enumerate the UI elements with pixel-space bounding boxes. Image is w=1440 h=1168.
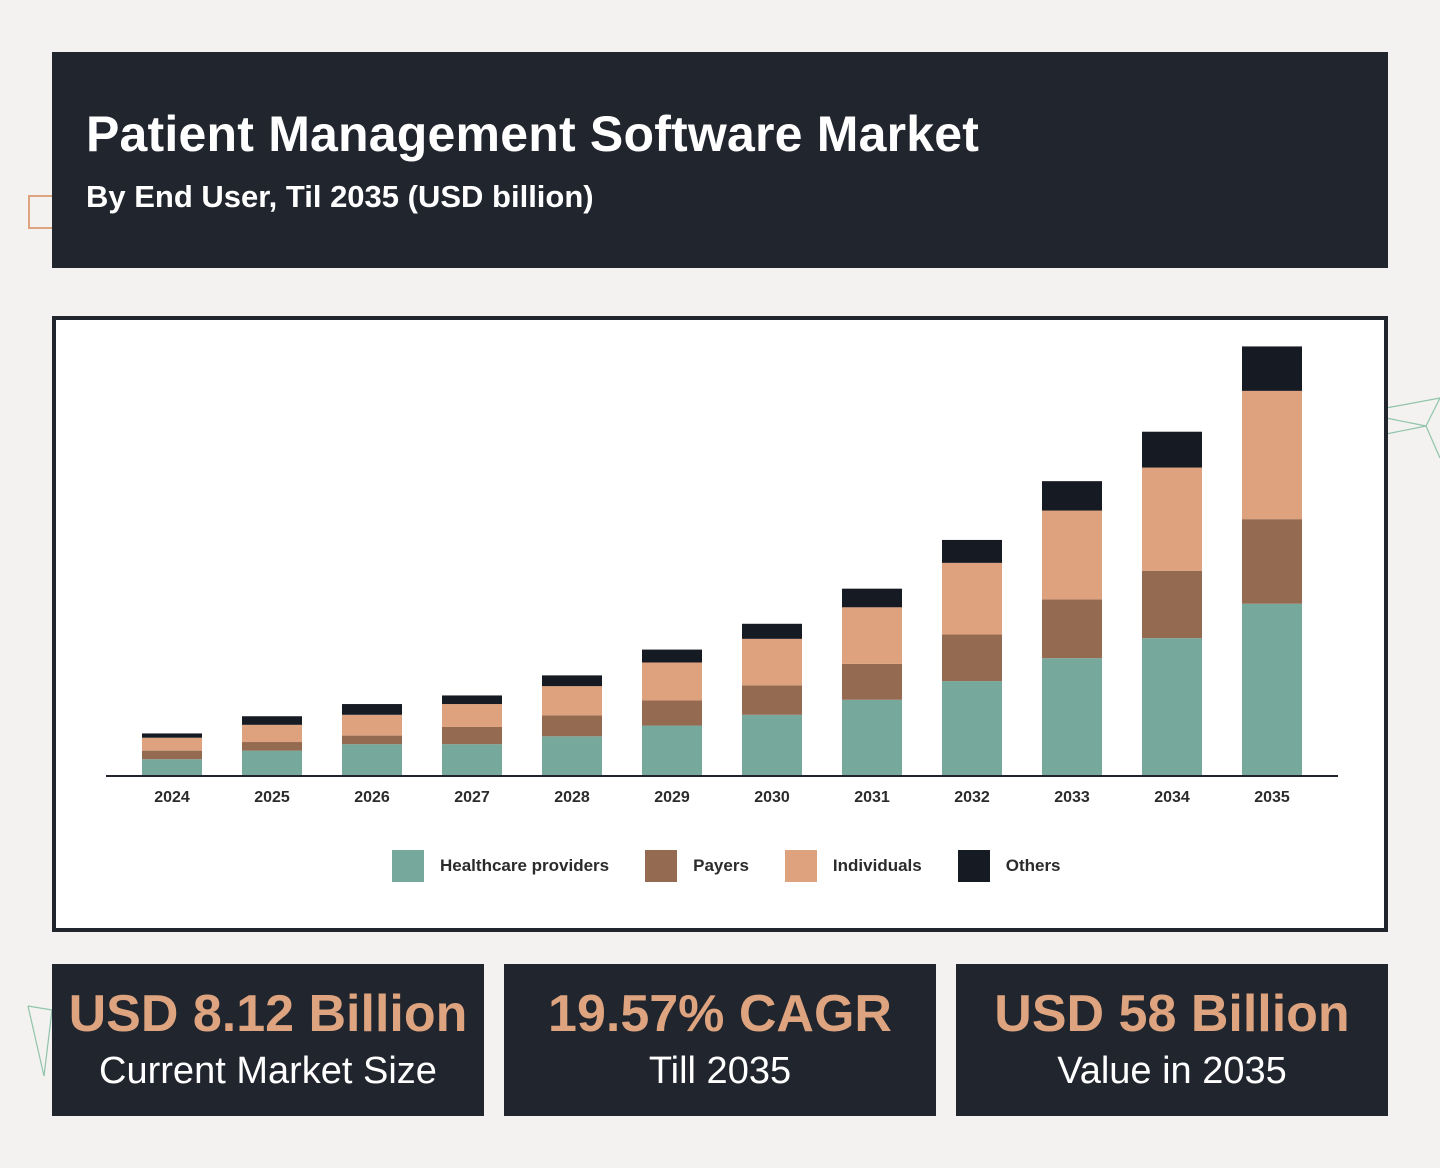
bar-healthcare-providers-2031	[842, 699, 902, 775]
legend-item-individuals: Individuals	[784, 850, 922, 882]
legend-item-payers: Payers	[645, 850, 749, 882]
bar-payers-2028	[542, 715, 602, 737]
stat-label: Value in 2035	[1057, 1050, 1287, 1092]
stat-label: Till 2035	[648, 1050, 792, 1092]
x-tick-label: 2030	[754, 789, 790, 806]
bar-individuals-2026	[342, 714, 402, 736]
bar-payers-2029	[642, 700, 702, 726]
bar-healthcare-providers-2026	[342, 744, 402, 775]
legend-swatch-healthcare-providers	[392, 850, 424, 882]
bar-healthcare-providers-2030	[742, 714, 802, 775]
bar-others-2032	[942, 539, 1002, 563]
legend-label: Payers	[693, 856, 749, 875]
chart-legend: Healthcare providers Payers Individuals …	[392, 848, 1097, 884]
bar-healthcare-providers-2028	[542, 736, 602, 775]
stat-value: 19.57% CAGR	[548, 985, 892, 1043]
bar-payers-2026	[342, 735, 402, 745]
bar-healthcare-providers-2034	[1142, 638, 1202, 775]
bar-others-2031	[842, 588, 902, 608]
decor-geometric-lines-right	[1386, 397, 1440, 459]
legend-label: Others	[1005, 856, 1061, 875]
bar-others-2024	[142, 733, 202, 738]
x-tick-label: 2034	[1154, 789, 1190, 806]
bar-others-2030	[742, 623, 802, 639]
bar-individuals-2030	[742, 638, 802, 686]
bar-payers-2031	[842, 663, 902, 700]
bar-others-2034	[1142, 431, 1202, 468]
bar-individuals-2033	[1042, 510, 1102, 600]
stat-value: USD 58 Billion	[994, 985, 1350, 1043]
bar-payers-2032	[942, 634, 1002, 682]
bar-payers-2035	[1242, 519, 1302, 604]
bar-individuals-2027	[442, 704, 502, 727]
x-tick-label: 2029	[654, 789, 690, 806]
bar-others-2025	[242, 716, 302, 725]
bar-healthcare-providers-2033	[1042, 658, 1102, 775]
page-title: Patient Management Software Market	[86, 106, 980, 162]
bar-individuals-2034	[1142, 467, 1202, 571]
stat-card-current-market-size: USD 8.12 Billion Current Market Size	[52, 964, 484, 1116]
x-tick-label: 2035	[1254, 789, 1290, 806]
legend-label: Healthcare providers	[440, 856, 610, 875]
bar-healthcare-providers-2024	[142, 759, 202, 775]
bar-individuals-2028	[542, 686, 602, 716]
bar-others-2029	[642, 649, 702, 663]
legend-swatch-others	[957, 850, 990, 882]
bar-individuals-2031	[842, 607, 902, 664]
chart-panel: 2024 2025 2026 2027 2028 2029 2030 2031 2032 2033…	[52, 316, 1388, 932]
legend-swatch-payers	[645, 850, 678, 882]
bar-others-2027	[442, 695, 502, 705]
x-tick-label: 2033	[1054, 789, 1090, 806]
x-tick-label: 2024	[154, 789, 190, 806]
bar-individuals-2032	[942, 562, 1002, 635]
bar-individuals-2035	[1242, 390, 1302, 520]
decor-geometric-lines-left	[27, 1005, 53, 1077]
stat-label: Current Market Size	[99, 1050, 437, 1092]
bar-healthcare-providers-2025	[242, 750, 302, 775]
x-tick-label: 2028	[554, 789, 590, 806]
x-tick-label: 2025	[254, 789, 290, 806]
bar-payers-2025	[242, 742, 302, 751]
bar-others-2028	[542, 675, 602, 687]
bar-healthcare-providers-2032	[942, 681, 1002, 775]
bar-healthcare-providers-2027	[442, 744, 502, 775]
bar-payers-2027	[442, 726, 502, 745]
x-tick-label: 2026	[354, 789, 390, 806]
bar-payers-2030	[742, 685, 802, 715]
x-tick-label: 2027	[454, 789, 490, 806]
bar-healthcare-providers-2035	[1242, 603, 1302, 775]
stat-card-cagr: 19.57% CAGR Till 2035	[504, 964, 936, 1116]
bar-payers-2034	[1142, 570, 1202, 639]
x-tick-label: 2032	[954, 789, 990, 806]
bar-others-2035	[1242, 346, 1302, 391]
bar-individuals-2024	[142, 737, 202, 751]
legend-label: Individuals	[832, 856, 922, 875]
bar-individuals-2025	[242, 724, 302, 743]
legend-item-healthcare-providers: Healthcare providers	[392, 850, 609, 882]
x-tick-label: 2031	[854, 789, 890, 806]
stat-card-value-2035: USD 58 Billion Value in 2035	[956, 964, 1388, 1116]
bar-others-2033	[1042, 481, 1102, 511]
bar-individuals-2029	[642, 662, 702, 701]
bar-healthcare-providers-2029	[642, 725, 702, 775]
bar-others-2026	[342, 704, 402, 715]
bar-payers-2024	[142, 750, 202, 760]
header-banner: Patient Management Software Market By En…	[52, 52, 1388, 268]
stat-value: USD 8.12 Billion	[68, 985, 468, 1043]
page-subtitle: By End User, Til 2035 (USD billion)	[86, 179, 594, 214]
legend-item-others: Others	[957, 850, 1061, 882]
bar-payers-2033	[1042, 599, 1102, 659]
legend-swatch-individuals	[784, 850, 817, 882]
stacked-bar-chart: 2024 2025 2026 2027 2028 2029 2030 2031 2032 2033…	[106, 346, 1338, 806]
